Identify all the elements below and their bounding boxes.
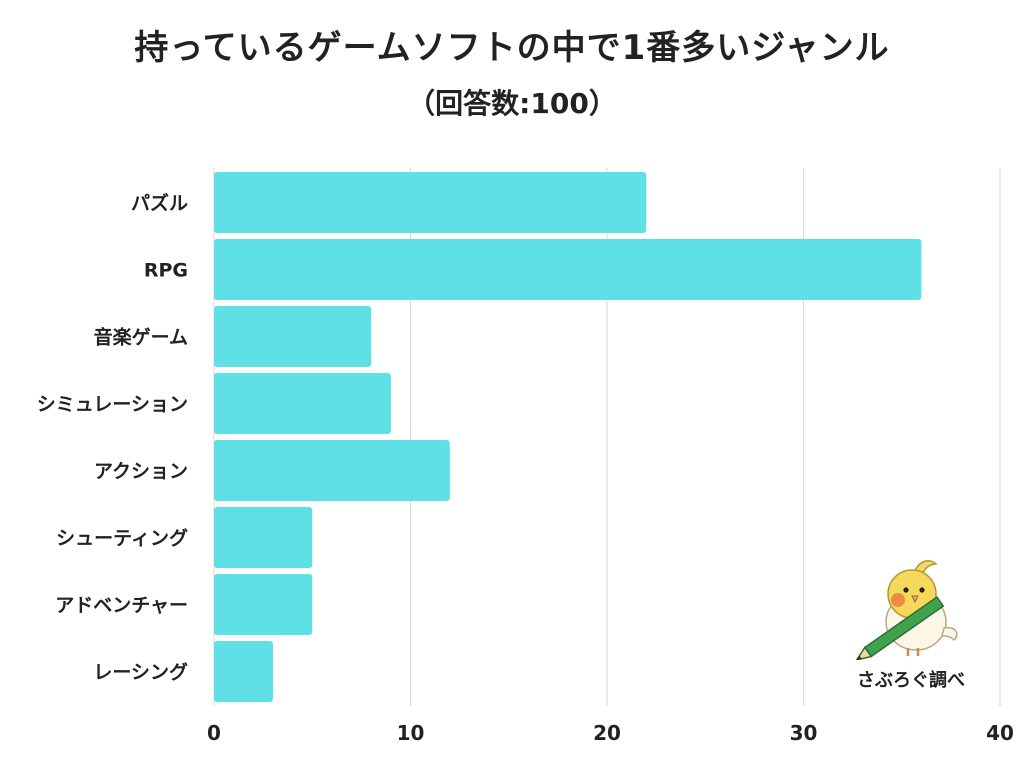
x-tick-labels: 0 10 20 30 40 <box>207 721 1014 745</box>
bar <box>214 306 372 367</box>
bird-mascot-icon <box>856 560 958 660</box>
x-tick-label: 0 <box>207 721 221 745</box>
bar <box>214 507 313 568</box>
x-tick-label: 10 <box>397 721 425 745</box>
bar <box>214 574 313 635</box>
category-label: アクション <box>94 461 188 483</box>
x-tick-label: 40 <box>986 721 1014 745</box>
bar <box>214 172 647 233</box>
x-tick-label: 30 <box>790 721 818 745</box>
source-credit: さぶろぐ調べ <box>857 670 965 691</box>
category-label: アドベンチャー <box>55 595 188 617</box>
category-label: RPG <box>144 260 188 282</box>
category-label: シミュレーション <box>37 394 188 416</box>
chart-title: 持っているゲームソフトの中で1番多いジャンル <box>134 28 890 68</box>
category-label: シューティング <box>56 527 188 550</box>
category-label: 音楽ゲーム <box>94 326 188 349</box>
category-label: レーシング <box>93 661 188 684</box>
bar <box>214 440 450 501</box>
bars <box>214 172 922 702</box>
bar <box>214 641 273 702</box>
category-label: パズル <box>131 192 188 215</box>
bar <box>214 239 922 300</box>
chart-subtitle: （回答数:100） <box>407 87 617 120</box>
bar <box>214 373 391 434</box>
category-labels: パズル RPG 音楽ゲームシミュレーションアクションシューティングアドベンチャーレー… <box>37 192 188 684</box>
x-tick-label: 20 <box>593 721 621 745</box>
